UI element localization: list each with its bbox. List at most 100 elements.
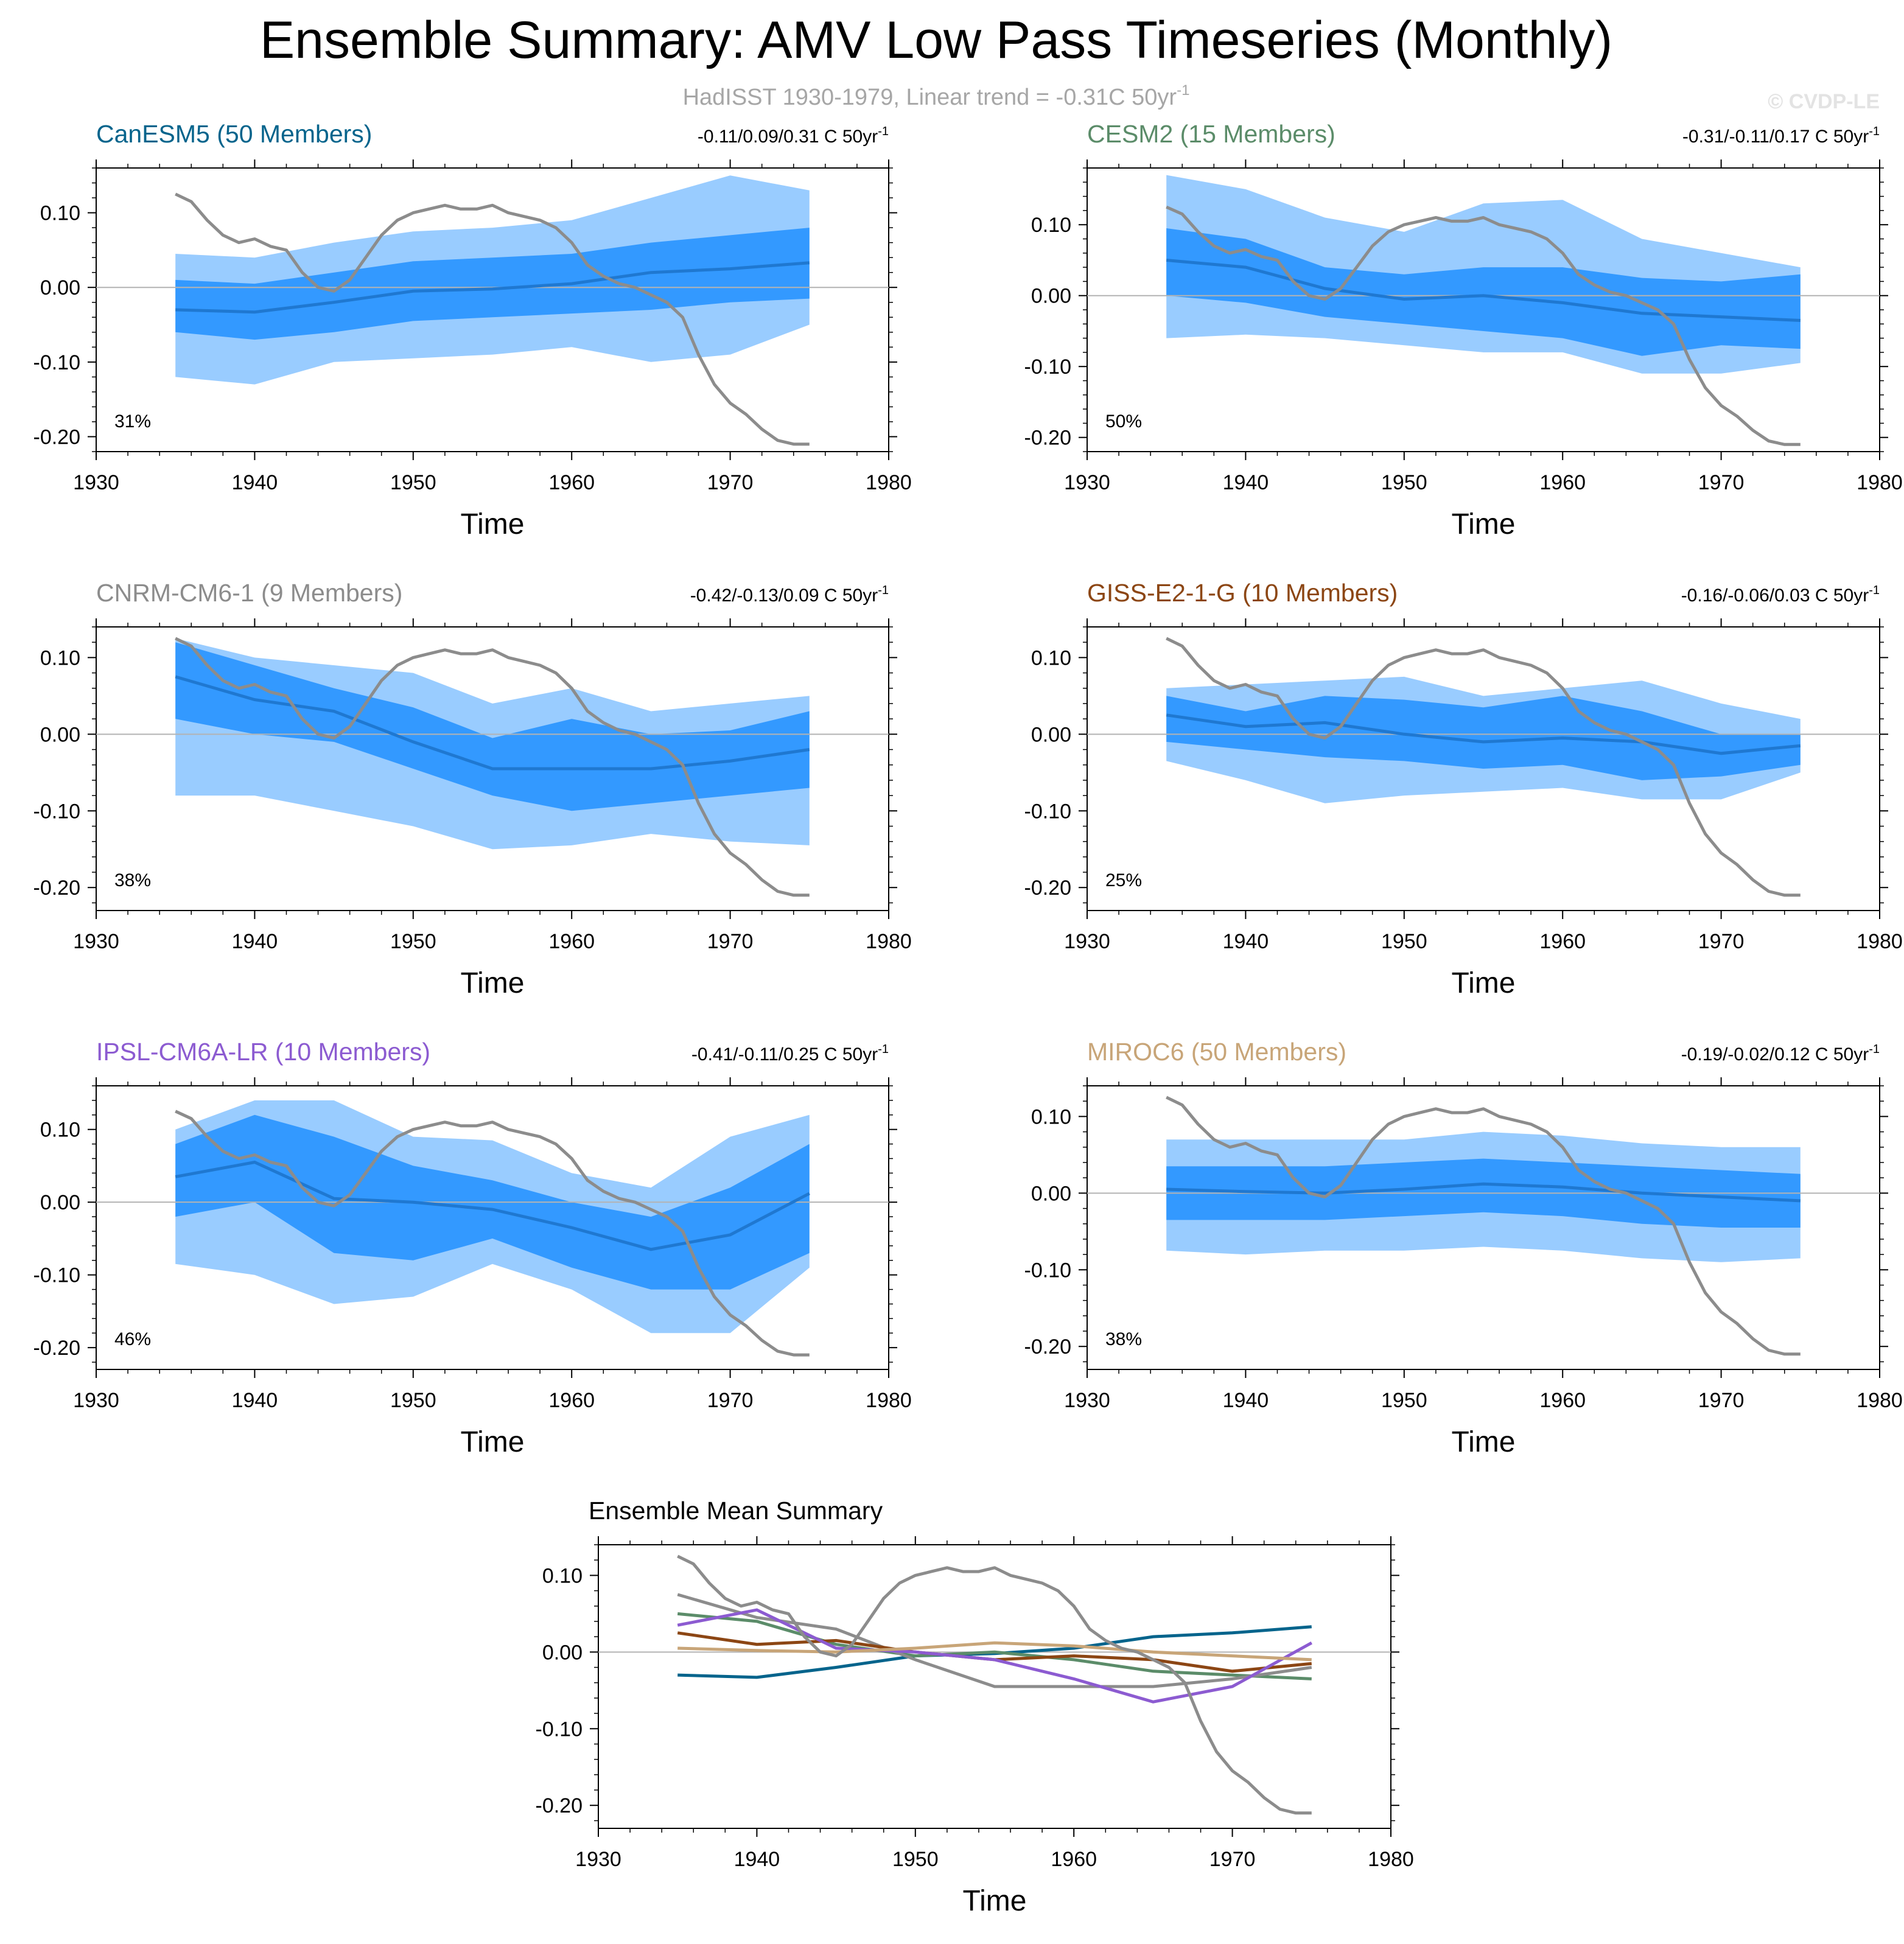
chart-panel-3: 1930 1940 1950 1960 1970 1980 0.10 0.00 -0.10 -0.… (33, 579, 912, 999)
y-tick-label: -0.20 (33, 1337, 81, 1360)
figure-subtitle: HadISST 1930-1979, Linear trend = -0.31C… (683, 82, 1190, 110)
observation-line (1166, 205, 1801, 446)
observation-line (175, 637, 810, 897)
y-tick-label: 0.10 (1031, 1105, 1071, 1128)
y-tick-label: 0.00 (40, 1191, 80, 1214)
figure-title: Ensemble Summary: AMV Low Pass Timeserie… (260, 11, 1612, 69)
trend-range-label: -0.31/-0.11/0.17 C 50yr-1 (1682, 125, 1880, 147)
x-tick-label: 1970 (707, 1389, 754, 1412)
y-tick-label: -0.10 (1024, 355, 1072, 379)
observation-line (175, 192, 810, 446)
y-tick-label: -0.10 (1024, 800, 1072, 823)
chart-panel-4: 1930 1940 1950 1960 1970 1980 0.10 0.00 -0.10 -0.… (1024, 579, 1903, 999)
observation-line (677, 1554, 1312, 1815)
y-tick-label: 0.10 (1031, 214, 1071, 237)
x-tick-label: 1980 (866, 930, 912, 953)
x-tick-label: 1970 (1698, 930, 1745, 953)
y-tick-label: 0.00 (1031, 285, 1071, 308)
observation-line (1166, 1096, 1801, 1356)
x-tick-label: 1930 (73, 471, 119, 494)
x-tick-label: 1960 (548, 930, 595, 953)
y-tick-label: 0.10 (40, 202, 80, 225)
x-tick-label: 1950 (390, 930, 436, 953)
y-tick-label: -0.10 (33, 1264, 81, 1287)
ensemble-mean-line (1166, 713, 1801, 755)
trend-range-superscript: -1 (1869, 1043, 1880, 1056)
observation-line (175, 1110, 810, 1357)
panel-title: CNRM-CM6-1 (9 Members) (96, 579, 402, 607)
inner-spread-band (1166, 696, 1801, 780)
x-tick-label: 1940 (1223, 930, 1269, 953)
x-tick-label: 1930 (73, 1389, 119, 1412)
y-tick-label: -0.10 (33, 800, 81, 823)
x-tick-label: 1960 (1539, 471, 1586, 494)
chart-panel-5: 1930 1940 1950 1960 1970 1980 0.10 0.00 -0.10 -0.… (33, 1038, 912, 1458)
chart-panel-7: 1930 1940 1950 1960 1970 1980 0.10 0.00 -0.10 -0.… (536, 1497, 1414, 1917)
y-tick-label: -0.10 (536, 1718, 583, 1741)
trend-range-text: -0.11/0.09/0.31 C 50yr (698, 127, 878, 147)
chart-panel-1: 1930 1940 1950 1960 1970 1980 0.10 0.00 -0.10 -0.… (33, 120, 912, 540)
trend-range-superscript: -1 (878, 125, 889, 138)
panel-title: MIROC6 (50 Members) (1087, 1038, 1346, 1066)
y-tick-label: -0.20 (1024, 427, 1072, 450)
y-tick-label: -0.10 (1024, 1259, 1072, 1282)
trend-range-text: -0.41/-0.11/0.25 C 50yr (691, 1044, 878, 1065)
percent-label: 25% (1105, 870, 1142, 890)
x-tick-label: 1980 (1857, 471, 1903, 494)
series-line-ipsl-cm6a-lr (677, 1608, 1313, 1704)
trend-range-label: -0.41/-0.11/0.25 C 50yr-1 (691, 1043, 889, 1065)
ensemble-mean-line (175, 675, 810, 771)
y-tick-label: -0.10 (33, 351, 81, 374)
x-tick-label: 1940 (232, 471, 278, 494)
y-tick-label: 0.00 (1031, 723, 1071, 746)
trend-range-superscript: -1 (1869, 584, 1880, 597)
observation-line (1166, 637, 1801, 897)
x-tick-label: 1960 (1539, 930, 1586, 953)
trend-range-label: -0.16/-0.06/0.03 C 50yr-1 (1681, 584, 1880, 606)
x-axis-label: Time (461, 508, 525, 540)
y-tick-label: 0.00 (1031, 1182, 1071, 1205)
x-tick-label: 1960 (548, 1389, 595, 1412)
x-tick-label: 1960 (1539, 1389, 1586, 1412)
ensemble-mean-line (1166, 259, 1801, 322)
x-tick-label: 1950 (390, 471, 436, 494)
panel-title: CanESM5 (50 Members) (96, 120, 372, 148)
x-tick-label: 1930 (1064, 471, 1110, 494)
y-tick-label: -0.20 (1024, 1335, 1072, 1358)
subtitle-text: HadISST 1930-1979, Linear trend = -0.31C… (683, 85, 1177, 110)
series-line-miroc6 (677, 1641, 1312, 1662)
panel-title: IPSL-CM6A-LR (10 Members) (96, 1038, 430, 1066)
trend-range-label: -0.42/-0.13/0.09 C 50yr-1 (690, 584, 889, 606)
trend-range-superscript: -1 (878, 584, 889, 597)
y-tick-label: -0.20 (536, 1794, 583, 1817)
x-tick-label: 1970 (707, 471, 754, 494)
x-tick-label: 1930 (1064, 1389, 1110, 1412)
x-tick-label: 1930 (575, 1848, 621, 1871)
trend-range-text: -0.16/-0.06/0.03 C 50yr (1681, 586, 1869, 606)
panels: 1930 1940 1950 1960 1970 1980 0.10 0.00 -0.10 -0.… (33, 120, 1903, 1917)
watermark: © CVDP-LE (1768, 90, 1880, 113)
x-tick-label: 1940 (232, 1389, 278, 1412)
y-tick-label: 0.10 (40, 1119, 80, 1142)
percent-label: 31% (114, 411, 151, 432)
x-tick-label: 1950 (1381, 471, 1427, 494)
x-tick-label: 1930 (1064, 930, 1110, 953)
x-tick-label: 1970 (707, 930, 754, 953)
series-line-cesm2 (677, 1612, 1312, 1680)
y-tick-label: 0.10 (40, 646, 80, 670)
trend-range-label: -0.19/-0.02/0.12 C 50yr-1 (1681, 1043, 1880, 1065)
x-tick-label: 1940 (232, 930, 278, 953)
y-tick-label: -0.20 (1024, 876, 1072, 900)
trend-range-superscript: -1 (1869, 125, 1880, 138)
x-tick-label: 1980 (1368, 1848, 1414, 1871)
percent-label: 38% (114, 870, 151, 890)
x-tick-label: 1930 (73, 930, 119, 953)
ensemble-mean-line (175, 1160, 810, 1251)
trend-range-text: -0.42/-0.13/0.09 C 50yr (690, 586, 878, 606)
x-axis-label: Time (461, 967, 525, 999)
x-tick-label: 1970 (1209, 1848, 1256, 1871)
chart-panel-6: 1930 1940 1950 1960 1970 1980 0.10 0.00 -0.10 -0.… (1024, 1038, 1903, 1458)
inner-spread-band (1166, 228, 1801, 356)
ensemble-mean-line (1166, 1182, 1801, 1203)
